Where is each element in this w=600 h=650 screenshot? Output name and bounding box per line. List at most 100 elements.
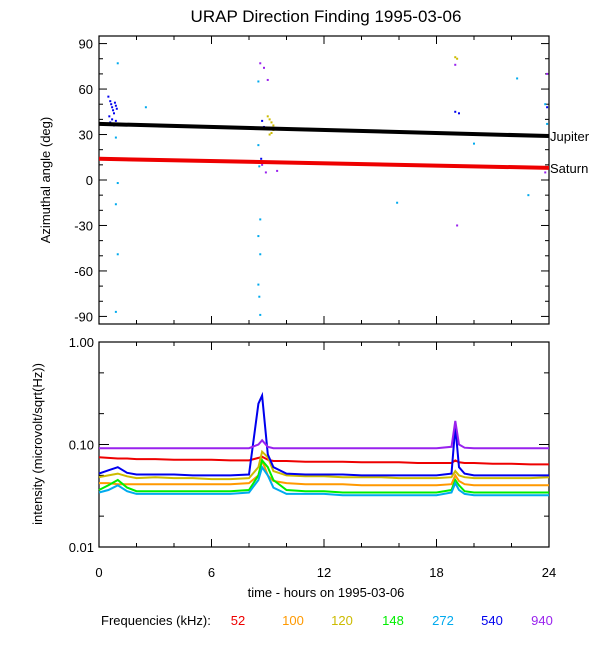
azimuth-point-272 <box>114 136 117 139</box>
legend-freq-940: 940 <box>531 613 553 628</box>
azimuth-y-tick-label: 0 <box>86 173 93 188</box>
azimuth-point-540 <box>109 100 112 103</box>
azimuth-point-540 <box>113 101 116 104</box>
azimuth-point-120 <box>268 118 271 121</box>
x-tick-label: 12 <box>317 565 331 580</box>
intensity-series <box>98 391 550 497</box>
planet-lines: Jupiter Saturn <box>98 121 590 176</box>
azimuth-point-272 <box>257 144 260 147</box>
saturn-label: Saturn <box>550 161 588 176</box>
saturn-line <box>98 156 550 170</box>
intensity-series-940 <box>99 420 549 450</box>
azimuth-point-272 <box>259 313 262 316</box>
azimuth-y-tick-label: -30 <box>74 218 93 233</box>
legend-freq-272: 272 <box>432 613 454 628</box>
intensity-series-540 <box>98 391 549 477</box>
azimuth-point-120 <box>454 56 457 59</box>
x-axis-label: time - hours on 1995-03-06 <box>248 585 405 600</box>
azimuth-point-540 <box>114 104 117 107</box>
legend-freq-540: 540 <box>481 613 503 628</box>
azimuth-point-940 <box>456 224 459 227</box>
azimuth-point-940 <box>454 63 457 66</box>
azimuth-point-272 <box>257 283 260 286</box>
azimuth-panel: 90 60 30 0 -30 -60 -90 Jupiter Saturn Azimuthal… <box>38 35 590 325</box>
azimuth-point-272 <box>516 77 519 80</box>
azimuth-point-120 <box>272 124 275 127</box>
azimuth-point-272 <box>116 253 119 256</box>
azimuth-point-272 <box>114 203 117 206</box>
legend-freq-120: 120 <box>331 613 353 628</box>
azimuth-plot-frame <box>98 35 550 325</box>
intensity-series-272 <box>98 464 549 497</box>
x-tick-label: 18 <box>429 565 443 580</box>
azimuth-point-540 <box>115 107 118 110</box>
legend-freq-148: 148 <box>382 613 404 628</box>
azimuth-point-272 <box>257 235 260 238</box>
jupiter-label: Jupiter <box>550 129 590 144</box>
intensity-series-120 <box>98 449 550 481</box>
azimuth-y-tick-label: -60 <box>74 264 93 279</box>
azimuth-y-tick-label: 90 <box>79 37 93 52</box>
azimuth-point-940 <box>266 78 269 81</box>
azimuth-point-540 <box>261 119 264 122</box>
intensity-y-tick-label: 0.01 <box>69 540 94 555</box>
azimuth-point-272 <box>546 122 549 125</box>
legend-freq-100: 100 <box>282 613 304 628</box>
azimuth-point-540 <box>113 112 115 115</box>
azimuth-point-272 <box>259 218 262 221</box>
azimuth-y-tick-label: -90 <box>74 309 93 324</box>
legend-freq-52: 52 <box>231 613 245 628</box>
azimuth-point-940 <box>544 171 547 174</box>
intensity-series-52 <box>98 455 549 466</box>
azimuth-point-540 <box>458 112 460 115</box>
azimuth-point-940 <box>546 72 549 75</box>
x-tick-label: 24 <box>542 565 556 580</box>
intensity-plot-frame <box>98 341 550 548</box>
azimuth-point-540 <box>114 119 117 122</box>
azimuth-point-120 <box>270 121 273 124</box>
azimuth-point-540 <box>546 106 549 109</box>
intensity-panel: 1.00 0.10 0.01 0 6 12 18 24 intensity (microvo… <box>30 335 556 580</box>
azimuth-point-272 <box>259 253 262 256</box>
azimuth-point-940 <box>264 171 267 174</box>
intensity-series-148 <box>98 458 549 494</box>
intensity-y-tick-label: 0.10 <box>69 438 94 453</box>
azimuth-y-tick-label: 60 <box>79 82 93 97</box>
azimuth-point-940 <box>261 163 264 166</box>
azimuth-point-272 <box>473 142 475 145</box>
azimuth-point-540 <box>260 157 263 160</box>
azimuth-point-272 <box>258 295 261 298</box>
legend-label: Frequencies (kHz): <box>101 613 211 628</box>
azimuth-x-ticks <box>98 36 550 324</box>
intensity-x-axis: 0 6 12 18 24 <box>95 342 556 580</box>
azimuth-point-940 <box>276 169 279 172</box>
azimuth-point-540 <box>111 118 114 121</box>
x-tick-label: 0 <box>95 565 102 580</box>
azimuth-y-axis: 90 60 30 0 -30 -60 -90 <box>74 37 549 324</box>
azimuth-point-272 <box>144 106 147 109</box>
azimuth-point-540 <box>454 110 457 113</box>
legend-items: 52 100 120 148 272 540 940 <box>231 613 553 628</box>
azimuth-point-540 <box>112 109 115 112</box>
azimuth-point-940 <box>263 66 265 69</box>
azimuth-point-940 <box>259 62 262 65</box>
azimuth-y-tick-label: 30 <box>79 128 93 143</box>
azimuth-points <box>107 56 549 316</box>
azimuth-point-272 <box>116 62 119 65</box>
azimuth-y-label: Azimuthal angle (deg) <box>38 117 53 243</box>
azimuth-point-540 <box>111 106 114 109</box>
azimuth-point-120 <box>268 133 271 136</box>
frequency-legend: Frequencies (kHz): 52 100 120 148 272 540 940 <box>101 613 553 628</box>
chart-title: URAP Direction Finding 1995-03-06 <box>191 7 462 26</box>
x-tick-label: 6 <box>208 565 215 580</box>
jupiter-line <box>98 121 550 139</box>
intensity-y-axis: 1.00 0.10 0.01 <box>69 335 549 555</box>
intensity-series-100 <box>99 457 549 487</box>
azimuth-point-540 <box>108 115 111 118</box>
azimuth-point-120 <box>266 115 269 118</box>
azimuth-point-272 <box>527 194 530 197</box>
azimuth-point-540 <box>107 95 110 98</box>
azimuth-point-272 <box>544 103 547 106</box>
azimuth-point-540 <box>110 103 113 106</box>
